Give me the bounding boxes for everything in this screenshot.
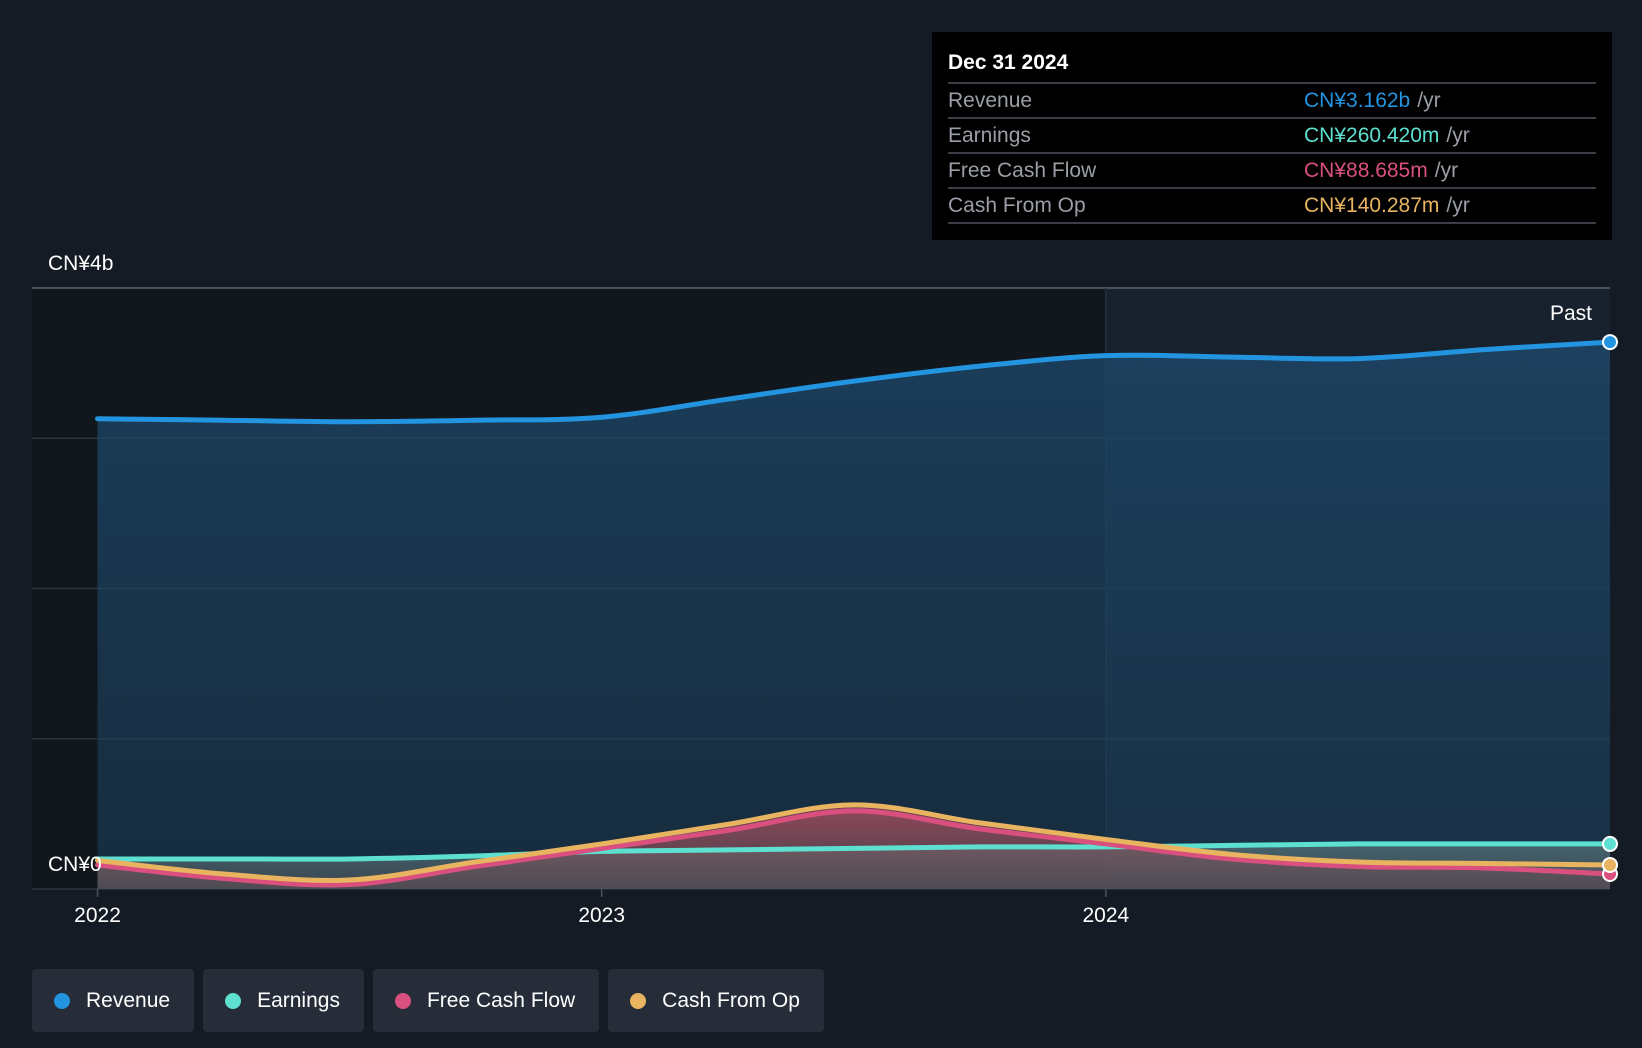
tooltip-unit: /yr xyxy=(1434,159,1459,182)
line-cfo xyxy=(95,802,1613,883)
legend-dot-icon xyxy=(225,992,242,1009)
x-tick-label-2022: 2022 xyxy=(74,904,121,927)
area-revenue xyxy=(97,342,1611,890)
y-tick-bottom: CN¥0 xyxy=(48,853,102,876)
legend-item-fcf[interactable]: Free Cash Flow xyxy=(372,969,600,1032)
tooltip-value: CN¥260.420m xyxy=(1304,124,1440,147)
tooltip-label: Cash From Op xyxy=(948,194,1086,217)
tooltip-date: Dec 31 2024 xyxy=(948,46,1596,84)
tooltip-row-cfo: Cash From Op CN¥140.287m/yr xyxy=(948,189,1596,224)
past-label: Past xyxy=(1550,302,1592,325)
endpoint-earnings xyxy=(1602,835,1618,852)
legend-item-earnings[interactable]: Earnings xyxy=(203,969,364,1032)
x-tick-label-2024: 2024 xyxy=(1082,904,1129,927)
legend-label: Cash From Op xyxy=(662,988,800,1012)
series-endpoints xyxy=(1602,334,1618,882)
legend-label: Free Cash Flow xyxy=(426,988,576,1012)
tooltip-label: Earnings xyxy=(948,124,1031,147)
legend-dot-icon xyxy=(630,992,647,1009)
tooltip-unit: /yr xyxy=(1446,124,1470,147)
legend-label: Earnings xyxy=(257,988,340,1012)
tooltip-label: Free Cash Flow xyxy=(948,159,1097,182)
tooltip-label: Revenue xyxy=(948,89,1033,112)
tooltip-row-fcf: Free Cash Flow CN¥88.685m/yr xyxy=(948,154,1596,189)
legend-dot-icon xyxy=(54,992,70,1009)
tooltip-panel: Dec 31 2024 Revenue CN¥3.162b/yr Earnings C… xyxy=(932,32,1612,240)
tooltip-row-revenue: Revenue CN¥3.162b/yr xyxy=(948,84,1596,119)
line-fcf xyxy=(95,808,1613,888)
series-lines xyxy=(95,339,1613,888)
tooltip-row-earnings: Earnings CN¥260.420m/yr xyxy=(948,119,1596,154)
legend-dot-icon xyxy=(394,992,411,1009)
tooltip-value: CN¥88.685m xyxy=(1304,159,1428,182)
endpoint-cfo xyxy=(1602,856,1618,873)
line-earnings xyxy=(95,841,1613,862)
legend: Revenue Earnings Free Cash Flow Cash From O… xyxy=(32,969,824,1032)
x-tick-label-2023: 2023 xyxy=(578,904,625,927)
tooltip-value: CN¥140.287m xyxy=(1304,194,1440,217)
tooltip-unit: /yr xyxy=(1417,89,1441,112)
endpoint-revenue xyxy=(1602,334,1618,351)
tooltip-unit: /yr xyxy=(1446,194,1470,217)
legend-item-cfo[interactable]: Cash From Op xyxy=(608,969,824,1032)
y-tick-top: CN¥4b xyxy=(48,252,114,275)
tooltip-value: CN¥3.162b xyxy=(1304,89,1411,112)
x-axis-ticks: 2022 2023 2024 xyxy=(74,889,1130,927)
legend-item-revenue[interactable]: Revenue xyxy=(32,969,195,1032)
legend-label: Revenue xyxy=(86,988,171,1012)
line-revenue xyxy=(95,339,1613,425)
